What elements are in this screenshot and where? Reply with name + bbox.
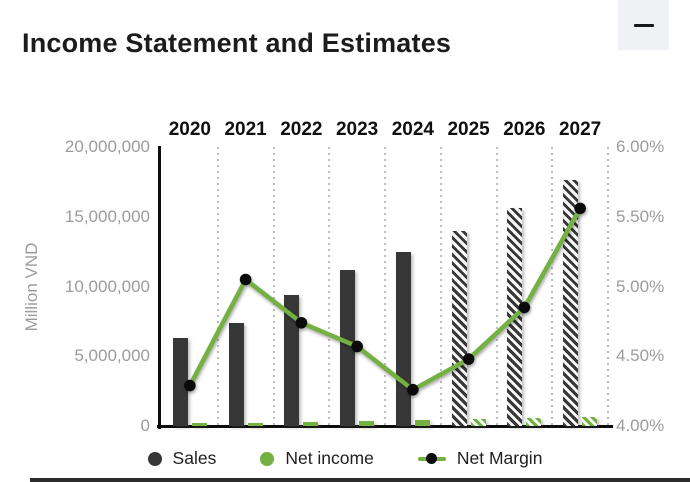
net-margin-point-2022: [295, 316, 308, 329]
left-axis-tick-label: 0: [140, 416, 150, 435]
left-axis-tick-label: 10,000,000: [64, 276, 150, 296]
net-margin-point-2020: [184, 379, 196, 392]
legend-label-net-margin: Net Margin: [456, 448, 543, 468]
net-margin-point-2024: [407, 383, 419, 396]
sales-bar-2023: [340, 269, 356, 426]
sales-bar-2021: [228, 322, 244, 426]
x-axis-line: [157, 425, 613, 428]
x-axis-year-label: 2022: [280, 119, 323, 140]
legend-label-sales: Sales: [172, 448, 217, 468]
net-margin-legend-marker-icon: [417, 452, 446, 466]
sales-bar-2020: [172, 338, 188, 426]
net-income-bar-2023: [359, 421, 375, 426]
net-income-bar-2025: [470, 419, 486, 426]
net-income-bar-2026: [526, 417, 542, 426]
x-axis-year-label: 2021: [224, 119, 267, 140]
page-title: Income Statement and Estimates: [22, 28, 452, 59]
net-margin-point-2025: [462, 353, 475, 365]
net-income-bar-2024: [414, 420, 430, 426]
legend-item-sales[interactable]: Sales: [147, 448, 217, 469]
right-axis-tick-label: 4.50%: [616, 346, 665, 366]
net-income-bar-2022: [303, 421, 319, 426]
sales-bar-2022: [284, 294, 300, 426]
net-income-bar-2021: [247, 422, 263, 426]
x-axis-year-label: 2024: [391, 119, 435, 140]
left-axis-tick-label: 20,000,000: [64, 137, 150, 156]
right-axis-tick-label: 5.00%: [616, 276, 665, 296]
sales-legend-marker-icon: [147, 451, 162, 466]
minus-icon: [633, 23, 654, 27]
vertical-gridline: [607, 147, 609, 426]
x-axis-year-label: 2020: [168, 119, 212, 140]
right-axis-tick-label: 4.00%: [616, 416, 665, 435]
x-axis-year-label: 2027: [558, 119, 602, 140]
vertical-gridline: [384, 147, 386, 426]
collapse-button[interactable]: [618, 0, 669, 50]
vertical-gridline: [439, 147, 442, 426]
left-axis-tick-label: 5,000,000: [74, 346, 150, 366]
net-margin-point-2021: [239, 273, 252, 286]
chart-legend: Sales Net income Net Margin: [0, 448, 690, 469]
net-margin-point-2027: [574, 202, 586, 215]
legend-item-net-margin[interactable]: Net Margin: [417, 448, 543, 469]
vertical-gridline: [328, 147, 331, 426]
net-income-bar-2020: [191, 423, 207, 426]
vertical-gridline: [272, 147, 275, 426]
left-axis-tick-label: 15,000,000: [64, 206, 150, 226]
x-axis-year-label: 2026: [503, 119, 546, 140]
x-axis-year-label: 2023: [335, 119, 379, 140]
net-income-bar-2027: [582, 416, 598, 426]
x-axis-year-label: 2025: [447, 119, 490, 140]
vertical-gridline: [495, 147, 498, 426]
sales-bar-2025: [451, 230, 467, 426]
y-axis-line: [158, 146, 161, 429]
net-income-legend-marker-icon: [260, 451, 275, 466]
legend-label-net-income: Net income: [285, 448, 374, 468]
net-margin-point-2023: [351, 340, 363, 353]
legend-item-net-income[interactable]: Net income: [260, 448, 374, 469]
right-axis-tick-label: 6.00%: [616, 137, 665, 156]
sales-bar-2024: [395, 251, 411, 426]
net-margin-point-2026: [518, 301, 531, 314]
vertical-gridline: [216, 147, 219, 426]
vertical-gridline: [551, 147, 554, 426]
bottom-divider: [30, 478, 690, 482]
right-axis-tick-label: 5.50%: [616, 206, 665, 226]
sales-bar-2027: [563, 180, 579, 426]
